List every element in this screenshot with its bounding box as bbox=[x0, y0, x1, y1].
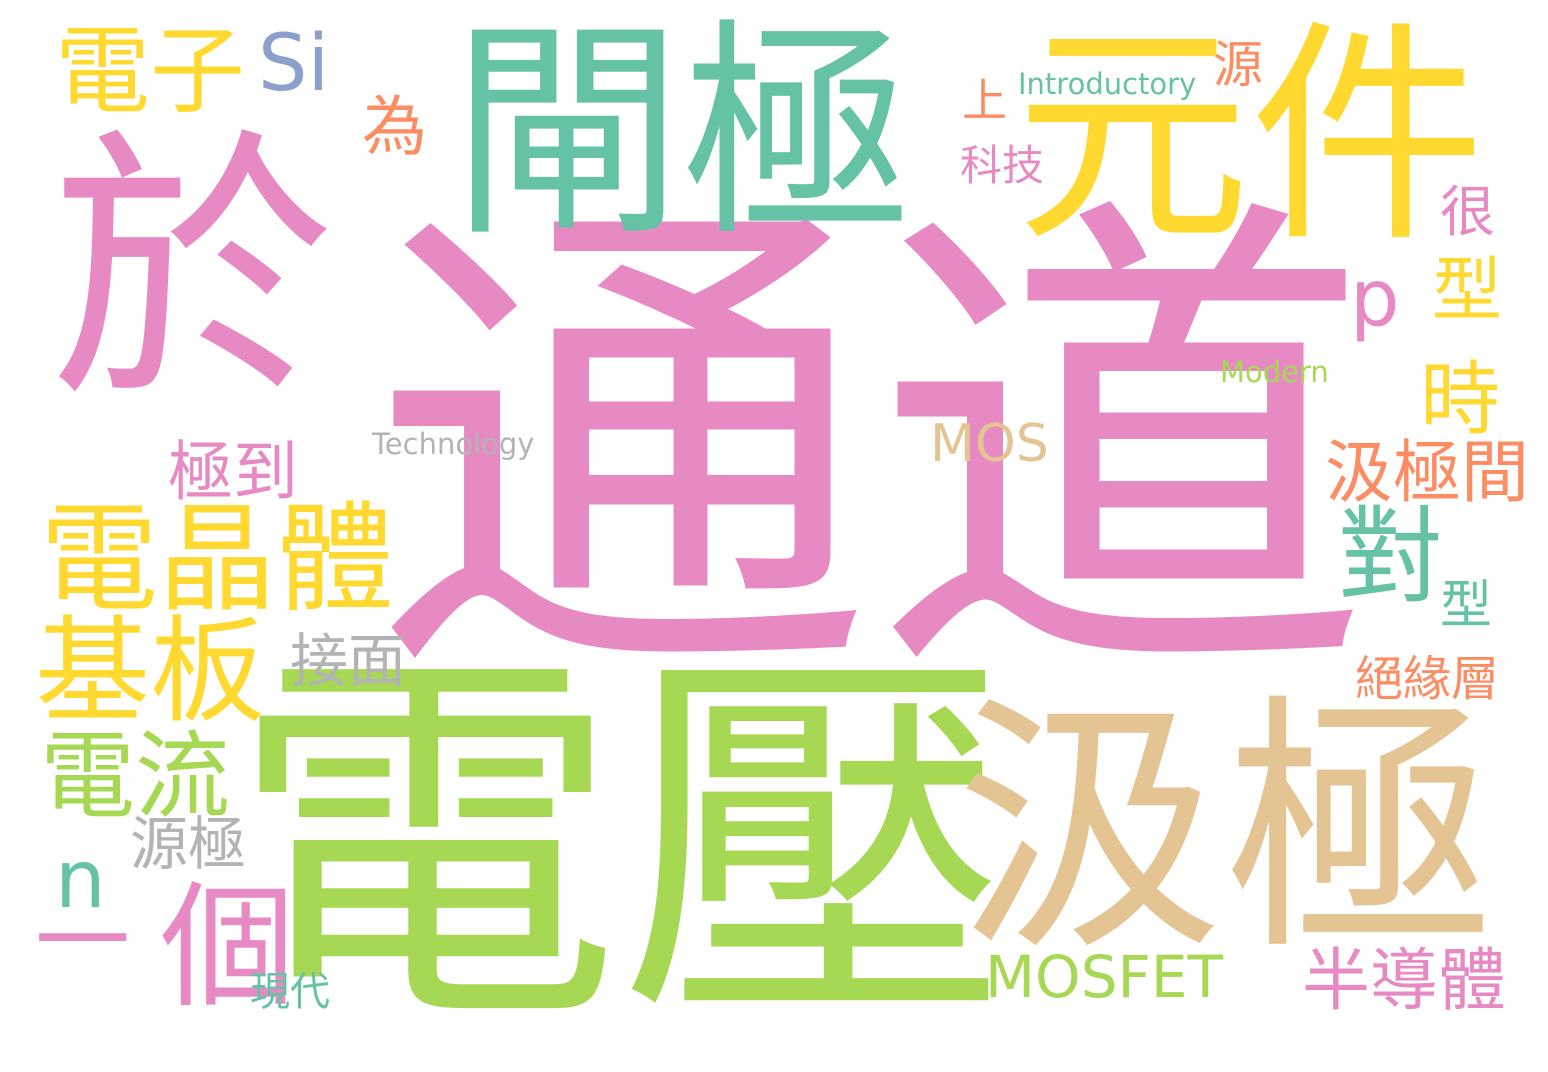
cloud-word: 上 bbox=[962, 74, 1008, 127]
cloud-word: Modern bbox=[1220, 355, 1329, 389]
cloud-word: 半導體 bbox=[1302, 942, 1507, 1021]
cloud-word: n bbox=[55, 833, 106, 926]
cloud-word: 時 bbox=[1420, 353, 1500, 446]
cloud-word: 對 bbox=[1338, 496, 1444, 618]
cloud-word: 現代 bbox=[250, 969, 330, 1015]
cloud-word: 源 bbox=[1213, 36, 1263, 94]
cloud-word: 源極 bbox=[130, 810, 247, 878]
cloud-word: 型 bbox=[1440, 576, 1493, 636]
cloud-word: MOSFET bbox=[985, 943, 1223, 1011]
cloud-word: Technology bbox=[372, 427, 535, 461]
cloud-word: 電晶體 bbox=[40, 490, 395, 628]
cloud-word: 極到 bbox=[168, 435, 299, 510]
cloud-word: 接面 bbox=[290, 627, 407, 695]
cloud-word: 於 bbox=[50, 106, 335, 438]
cloud-word: 電流 bbox=[40, 722, 231, 832]
cloud-word: MOS bbox=[930, 414, 1049, 474]
cloud-word: 汲極間 bbox=[1325, 434, 1530, 513]
cloud-word: 個 bbox=[160, 869, 295, 1026]
cloud-word: Si bbox=[258, 19, 330, 109]
cloud-word: 閘極 bbox=[452, 1, 913, 268]
cloud-word: 一 bbox=[35, 887, 131, 997]
cloud-word: 通道 bbox=[372, 159, 1372, 741]
cloud-word: Introductory bbox=[1018, 67, 1197, 101]
cloud-word: 絕緣層 bbox=[1355, 651, 1500, 707]
cloud-word: 很 bbox=[1440, 180, 1496, 244]
cloud-word: 電子 bbox=[55, 17, 246, 127]
cloud-word: 為 bbox=[362, 90, 428, 165]
cloud-word: 型 bbox=[1432, 249, 1502, 331]
cloud-word: 汲極 bbox=[955, 672, 1495, 987]
cloud-word: 電壓 bbox=[230, 618, 1010, 1072]
cloud-word: 元件 bbox=[1015, 1, 1485, 274]
cloud-word: 基板 bbox=[35, 605, 266, 739]
cloud-word: 科技 bbox=[960, 141, 1045, 190]
cloud-word: p bbox=[1350, 254, 1400, 344]
